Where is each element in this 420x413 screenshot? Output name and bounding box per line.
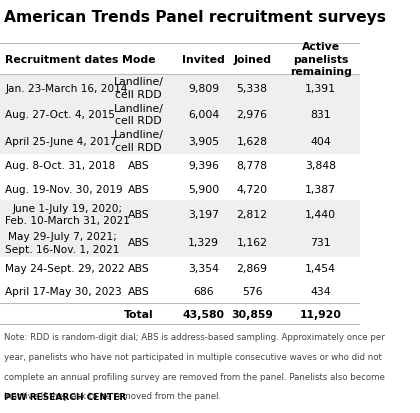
- Bar: [0, 75, 360, 102]
- Text: 1,329: 1,329: [188, 238, 219, 248]
- Text: Landline/
cell RDD: Landline/ cell RDD: [114, 77, 164, 100]
- Text: Mode: Mode: [122, 55, 155, 65]
- Text: 11,920: 11,920: [300, 309, 341, 319]
- Text: Recruitment dates: Recruitment dates: [5, 55, 119, 65]
- Text: 2,976: 2,976: [237, 110, 268, 120]
- Text: 731: 731: [310, 238, 331, 248]
- Text: American Trends Panel recruitment surveys: American Trends Panel recruitment survey…: [4, 9, 386, 24]
- Bar: [0, 229, 360, 257]
- Text: 576: 576: [242, 287, 262, 297]
- Text: 43,580: 43,580: [183, 309, 225, 319]
- Text: 9,809: 9,809: [188, 83, 219, 93]
- Text: 404: 404: [310, 136, 331, 146]
- Text: Total: Total: [124, 309, 153, 319]
- Text: May 29-July 7, 2021;
Sept. 16-Nov. 1, 2021: May 29-July 7, 2021; Sept. 16-Nov. 1, 20…: [5, 232, 120, 254]
- Text: Aug. 8-Oct. 31, 2018: Aug. 8-Oct. 31, 2018: [5, 161, 116, 171]
- Text: April 17-May 30, 2023: April 17-May 30, 2023: [5, 287, 122, 297]
- Text: 9,396: 9,396: [188, 161, 219, 171]
- Text: ABS: ABS: [128, 161, 150, 171]
- Text: 8,778: 8,778: [237, 161, 268, 171]
- Text: 4,720: 4,720: [236, 184, 268, 194]
- Text: Invited: Invited: [182, 55, 225, 65]
- Text: May 24-Sept. 29, 2022: May 24-Sept. 29, 2022: [5, 263, 125, 273]
- Text: 3,197: 3,197: [188, 210, 219, 220]
- Text: complete an annual profiling survey are removed from the panel. Panelists also b: complete an annual profiling survey are …: [4, 372, 384, 381]
- Text: 2,812: 2,812: [237, 210, 268, 220]
- Text: ABS: ABS: [128, 287, 150, 297]
- Text: PEW RESEARCH CENTER: PEW RESEARCH CENTER: [4, 392, 126, 401]
- Text: 3,354: 3,354: [188, 263, 219, 273]
- Text: 1,440: 1,440: [305, 210, 336, 220]
- Text: 5,338: 5,338: [237, 83, 268, 93]
- Bar: [0, 102, 360, 128]
- Bar: [0, 128, 360, 154]
- Text: Landline/
cell RDD: Landline/ cell RDD: [114, 104, 164, 126]
- Text: 5,900: 5,900: [188, 184, 219, 194]
- Text: 831: 831: [310, 110, 331, 120]
- Text: 1,162: 1,162: [237, 238, 268, 248]
- Text: Joined: Joined: [233, 55, 271, 65]
- Text: Note: RDD is random-digit dial; ABS is address-based sampling. Approximately onc: Note: RDD is random-digit dial; ABS is a…: [4, 332, 384, 341]
- Text: June 1-July 19, 2020;
Feb. 10-March 31, 2021: June 1-July 19, 2020; Feb. 10-March 31, …: [5, 204, 130, 226]
- Bar: [0, 201, 360, 229]
- Text: ABS: ABS: [128, 263, 150, 273]
- Text: 1,391: 1,391: [305, 83, 336, 93]
- Text: 686: 686: [193, 287, 214, 297]
- Text: ABS: ABS: [128, 210, 150, 220]
- Text: 3,905: 3,905: [188, 136, 219, 146]
- Text: Aug. 19-Nov. 30, 2019: Aug. 19-Nov. 30, 2019: [5, 184, 123, 194]
- Text: 1,387: 1,387: [305, 184, 336, 194]
- Text: 3,848: 3,848: [305, 161, 336, 171]
- Text: April 25-June 4, 2017: April 25-June 4, 2017: [5, 136, 117, 146]
- Text: 6,004: 6,004: [188, 110, 219, 120]
- Text: inactive if they ask to be removed from the panel.: inactive if they ask to be removed from …: [4, 392, 221, 401]
- Text: 2,869: 2,869: [237, 263, 268, 273]
- Text: Aug. 27-Oct. 4, 2015: Aug. 27-Oct. 4, 2015: [5, 110, 115, 120]
- Text: 1,454: 1,454: [305, 263, 336, 273]
- Text: year, panelists who have not participated in multiple consecutive waves or who d: year, panelists who have not participate…: [4, 352, 381, 361]
- Text: Active
panelists
remaining: Active panelists remaining: [290, 42, 352, 77]
- Text: 434: 434: [310, 287, 331, 297]
- Text: 1,628: 1,628: [237, 136, 268, 146]
- Text: ABS: ABS: [128, 238, 150, 248]
- Text: Jan. 23-March 16, 2014: Jan. 23-March 16, 2014: [5, 83, 128, 93]
- Text: 30,859: 30,859: [231, 309, 273, 319]
- Text: ABS: ABS: [128, 184, 150, 194]
- Text: Landline/
cell RDD: Landline/ cell RDD: [114, 130, 164, 152]
